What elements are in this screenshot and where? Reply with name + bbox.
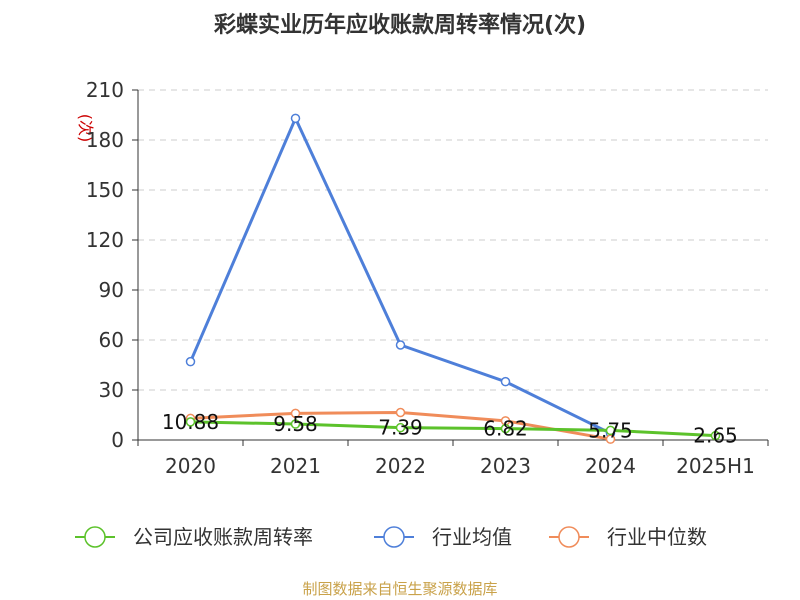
data-point <box>500 376 511 387</box>
y-axis-label: (次) <box>76 114 95 143</box>
y-tick-label: 150 <box>86 178 124 202</box>
y-tick-label: 30 <box>99 378 124 402</box>
legend-label: 公司应收账款周转率 <box>133 525 313 549</box>
data-point <box>605 425 616 436</box>
y-tick-label: 120 <box>86 228 124 252</box>
data-point <box>185 417 196 427</box>
legend: 公司应收账款周转率 行业均值 行业中位数 <box>75 525 707 549</box>
x-tick-label: 2024 <box>585 454 636 478</box>
y-tick-labels: 0 30 60 90 120 150 180 210 <box>86 78 124 452</box>
data-labels: 10.88 9.58 7.39 6.82 5.75 2.65 <box>162 410 738 448</box>
x-tick-label: 2022 <box>375 454 426 478</box>
data-label: 9.58 <box>273 412 318 436</box>
x-tick-label: 2025H1 <box>676 454 755 478</box>
data-point <box>290 113 301 124</box>
y-tick-label: 90 <box>99 278 124 302</box>
legend-marker <box>383 526 405 548</box>
data-point <box>395 340 406 350</box>
data-label: 6.82 <box>483 417 528 441</box>
series-lines <box>185 113 721 444</box>
x-tick-label: 2020 <box>165 454 216 478</box>
data-label: 7.39 <box>378 416 423 440</box>
y-tick-label: 0 <box>111 428 124 452</box>
data-point <box>290 419 301 429</box>
chart-title: 彩蝶实业历年应收账款周转率情况(次) <box>213 12 586 38</box>
legend-label: 行业均值 <box>432 525 512 549</box>
legend-label: 行业中位数 <box>607 525 707 549</box>
series-line <box>190 420 716 438</box>
data-point <box>500 423 511 434</box>
axes <box>132 89 769 446</box>
data-label: 5.75 <box>588 418 633 442</box>
data-label: 10.88 <box>162 410 219 434</box>
y-tick-label: 60 <box>99 328 124 352</box>
data-point <box>185 356 196 367</box>
data-point <box>395 407 406 418</box>
data-point <box>395 422 406 433</box>
data-point <box>710 430 721 441</box>
series-line <box>189 116 612 435</box>
legend-marker <box>558 526 580 548</box>
x-tick-labels: 2020 2021 2022 2023 2024 2025H1 <box>165 454 755 478</box>
data-label: 2.65 <box>693 424 738 448</box>
y-tick-label: 180 <box>86 128 124 152</box>
legend-marker <box>84 526 106 548</box>
x-tick-label: 2021 <box>270 454 321 478</box>
data-point <box>290 408 301 419</box>
source-note: 制图数据来自恒生聚源数据库 <box>302 580 497 598</box>
y-tick-label: 210 <box>86 78 124 102</box>
x-tick-label: 2023 <box>480 454 531 478</box>
grid-lines <box>138 89 768 391</box>
